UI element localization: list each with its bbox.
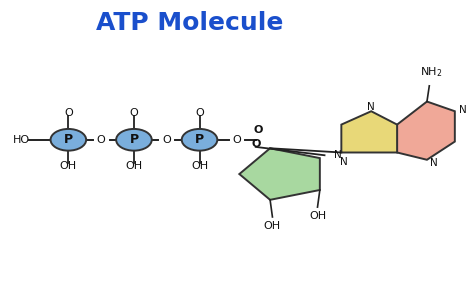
- Text: N: N: [367, 102, 375, 112]
- Text: OH: OH: [191, 161, 208, 171]
- Text: O: O: [251, 139, 260, 149]
- Text: P: P: [129, 133, 138, 146]
- Text: N: N: [430, 158, 438, 168]
- Text: O: O: [254, 125, 263, 135]
- Text: OH: OH: [309, 211, 326, 221]
- Circle shape: [182, 129, 217, 151]
- Text: O: O: [64, 108, 73, 118]
- Text: O: O: [233, 135, 241, 145]
- Text: OH: OH: [126, 161, 143, 171]
- Text: O: O: [129, 108, 138, 118]
- Text: N: N: [334, 150, 341, 160]
- Circle shape: [116, 129, 152, 151]
- Circle shape: [51, 129, 86, 151]
- Polygon shape: [397, 102, 455, 160]
- Text: OH: OH: [264, 221, 281, 231]
- Text: P: P: [195, 133, 204, 146]
- Polygon shape: [341, 111, 397, 152]
- Text: O: O: [163, 135, 171, 145]
- Text: HO: HO: [13, 135, 30, 145]
- Polygon shape: [239, 148, 320, 200]
- Text: P: P: [64, 133, 73, 146]
- Text: OH: OH: [60, 161, 77, 171]
- Text: ATP Molecule: ATP Molecule: [97, 11, 284, 35]
- Text: NH$_2$: NH$_2$: [420, 65, 443, 79]
- Text: N: N: [459, 105, 467, 115]
- Text: N: N: [340, 157, 347, 167]
- Text: O: O: [97, 135, 106, 145]
- Text: O: O: [195, 108, 204, 118]
